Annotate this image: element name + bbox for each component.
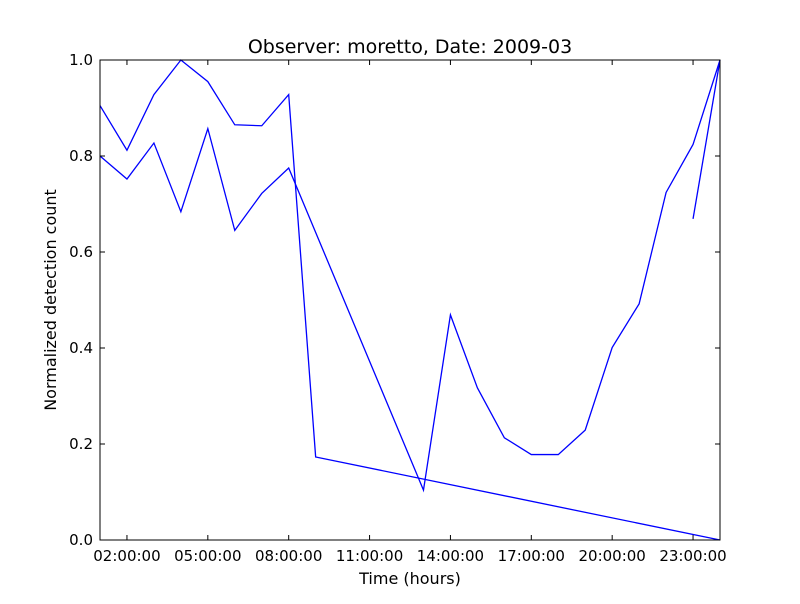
chart-title: Observer: moretto, Date: 2009-03 xyxy=(248,36,572,58)
x-tick-label: 02:00:00 xyxy=(93,547,160,565)
x-tick-label: 17:00:00 xyxy=(498,547,565,565)
x-tick-label: 11:00:00 xyxy=(336,547,403,565)
y-axis-label: Normalized detection count xyxy=(41,189,60,411)
y-tick-label: 1.0 xyxy=(69,51,93,69)
x-tick-label: 08:00:00 xyxy=(255,547,322,565)
series-line-3 xyxy=(692,59,721,219)
x-tick-label: 05:00:00 xyxy=(174,547,241,565)
series-line-1 xyxy=(99,59,721,541)
plot-frame xyxy=(99,59,721,541)
x-axis-label: Time (hours) xyxy=(358,569,461,588)
tick-layer: 02:00:00 05:00:00 08:00:00 11:00:00 14:00:00… xyxy=(69,51,727,565)
y-tick-label: 0.6 xyxy=(69,243,93,261)
x-tick-label: 23:00:00 xyxy=(659,547,726,565)
series-line-2 xyxy=(99,59,721,493)
x-tick-label: 14:00:00 xyxy=(417,547,484,565)
y-tick-label: 0.0 xyxy=(69,531,93,549)
series-layer xyxy=(99,59,721,541)
y-tick-label: 0.4 xyxy=(69,339,93,357)
y-tick-label: 0.2 xyxy=(69,435,93,453)
x-tick-label: 20:00:00 xyxy=(578,547,645,565)
y-tick-label: 0.8 xyxy=(69,147,93,165)
